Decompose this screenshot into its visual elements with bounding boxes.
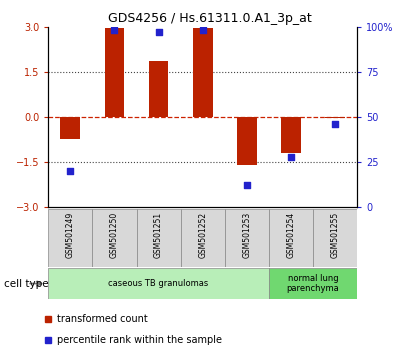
Point	[244, 183, 250, 188]
Text: transformed count: transformed count	[57, 314, 147, 324]
Text: GDS4256 / Hs.61311.0.A1_3p_at: GDS4256 / Hs.61311.0.A1_3p_at	[108, 12, 312, 25]
Text: cell type: cell type	[4, 279, 49, 289]
Bar	[105, 28, 124, 117]
Text: normal lung
parenchyma: normal lung parenchyma	[286, 274, 339, 293]
Text: GSM501250: GSM501250	[110, 212, 119, 258]
Text: percentile rank within the sample: percentile rank within the sample	[57, 335, 222, 345]
Bar	[48, 268, 269, 299]
Bar	[237, 117, 257, 165]
Point	[287, 154, 294, 159]
Point	[332, 121, 339, 127]
Bar	[181, 209, 225, 267]
Bar	[313, 209, 357, 267]
Text: GSM501249: GSM501249	[66, 212, 75, 258]
Text: GSM501255: GSM501255	[331, 212, 339, 258]
Text: GSM501254: GSM501254	[286, 212, 295, 258]
Bar	[225, 209, 269, 267]
Point	[111, 27, 118, 33]
Bar	[193, 28, 213, 117]
Text: GSM501252: GSM501252	[198, 212, 207, 258]
Text: GSM501251: GSM501251	[154, 212, 163, 258]
Bar	[269, 268, 357, 299]
Bar	[136, 209, 181, 267]
Bar	[149, 61, 168, 117]
Text: caseous TB granulomas: caseous TB granulomas	[108, 279, 209, 288]
Bar	[48, 209, 92, 267]
Bar	[60, 117, 80, 139]
Point	[155, 29, 162, 35]
Point	[199, 27, 206, 33]
Bar	[281, 117, 301, 153]
Point	[67, 168, 74, 174]
Text: GSM501253: GSM501253	[242, 212, 251, 258]
Bar	[325, 117, 345, 118]
Bar	[92, 209, 136, 267]
Bar	[269, 209, 313, 267]
